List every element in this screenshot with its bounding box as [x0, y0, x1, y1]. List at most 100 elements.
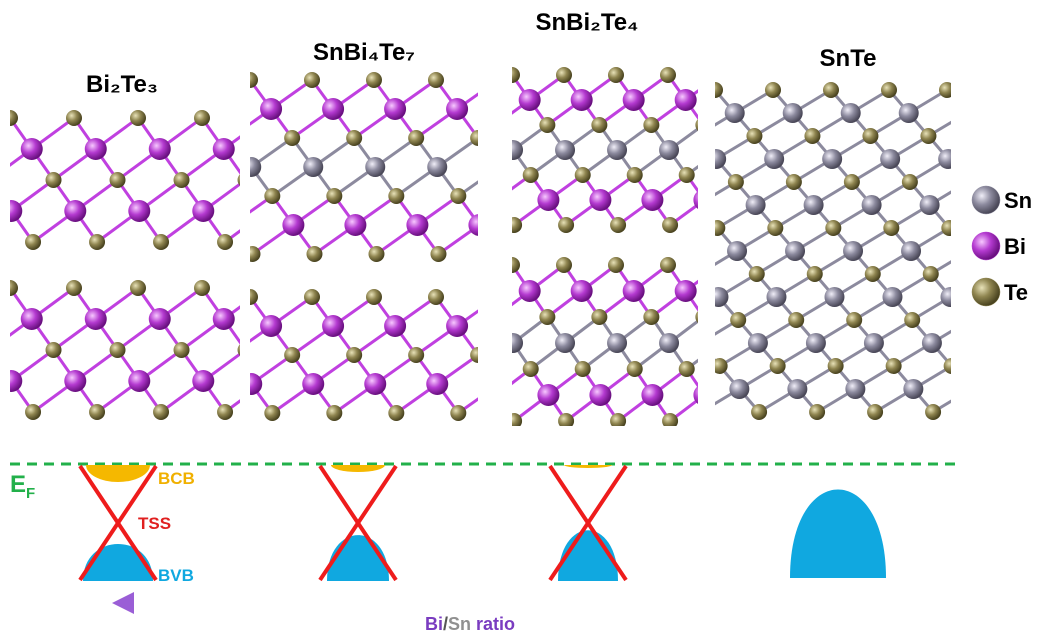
- atom: [746, 128, 763, 144]
- atom: [518, 280, 541, 302]
- atom: [920, 128, 937, 144]
- atom: [882, 287, 903, 307]
- atom: [20, 308, 43, 330]
- atom: [570, 89, 593, 111]
- atom: [589, 189, 612, 211]
- atom: [368, 246, 385, 262]
- bond: [512, 75, 513, 77]
- atom: [806, 266, 823, 282]
- atom: [996, 149, 1016, 169]
- atom: [264, 188, 281, 204]
- atom: [406, 214, 429, 236]
- atom: [304, 72, 320, 88]
- atom: [192, 200, 215, 222]
- atom: [607, 140, 628, 160]
- bond: [188, 80, 209, 109]
- bond: [188, 297, 209, 326]
- atom: [674, 89, 697, 111]
- atom: [885, 358, 902, 374]
- atom: [537, 189, 560, 211]
- atom: [748, 266, 765, 282]
- bond: [457, 180, 478, 198]
- atom: [250, 246, 261, 262]
- atom: [25, 404, 42, 420]
- atom: [488, 373, 510, 395]
- atom: [84, 138, 107, 160]
- atom: [730, 312, 747, 328]
- atom: [880, 149, 901, 169]
- atom: [66, 280, 82, 296]
- atom: [843, 174, 860, 190]
- atom: [607, 333, 628, 353]
- atom: [450, 188, 467, 204]
- atom: [250, 373, 263, 395]
- bond: [479, 369, 497, 395]
- atom: [512, 188, 528, 204]
- atom: [938, 149, 951, 169]
- atom: [622, 280, 645, 302]
- atom: [659, 140, 680, 160]
- structure-label: SnTe: [820, 45, 877, 72]
- atom: [751, 404, 768, 420]
- atom: [997, 82, 1013, 98]
- atom: [450, 405, 467, 421]
- atom: [764, 149, 785, 169]
- atom: [250, 289, 258, 305]
- legend-swatch: [971, 231, 1001, 261]
- atom: [714, 413, 730, 429]
- atom: [326, 188, 343, 204]
- atom: [691, 266, 707, 282]
- bond: [266, 288, 288, 319]
- atom: [522, 361, 539, 377]
- atom: [492, 246, 508, 262]
- bond: [476, 138, 478, 141]
- atom: [260, 315, 283, 337]
- bond: [950, 364, 951, 365]
- atom: [840, 103, 861, 123]
- atom: [10, 200, 23, 222]
- atom: [747, 333, 768, 353]
- atom: [467, 280, 489, 302]
- atom: [724, 103, 745, 123]
- conduction-band: [564, 465, 612, 468]
- atom: [804, 128, 821, 144]
- atom: [512, 217, 523, 233]
- atom: [654, 358, 670, 374]
- atom: [898, 103, 919, 123]
- bond: [479, 225, 500, 254]
- atom: [173, 342, 190, 358]
- bond: [460, 265, 478, 291]
- bond: [512, 341, 514, 346]
- atom: [512, 67, 520, 83]
- bond: [209, 326, 230, 355]
- atom: [130, 110, 146, 126]
- atom: [610, 413, 627, 426]
- legend-label: Bi: [1004, 234, 1026, 259]
- bond: [950, 366, 951, 368]
- atom: [512, 140, 524, 160]
- atom: [258, 280, 274, 296]
- atom: [128, 370, 151, 392]
- legend-label: Te: [1004, 280, 1028, 305]
- atom: [626, 167, 643, 183]
- atom: [641, 189, 664, 211]
- bond: [703, 125, 721, 150]
- atom: [512, 413, 523, 426]
- atom: [695, 119, 698, 131]
- atom: [555, 333, 576, 353]
- atom: [921, 333, 942, 353]
- atom: [574, 167, 591, 183]
- atom: [881, 82, 897, 98]
- atom: [260, 98, 283, 120]
- atom: [678, 361, 695, 377]
- atom: [522, 167, 539, 183]
- atom: [660, 67, 676, 83]
- atom: [537, 384, 560, 406]
- structure-panel: [460, 67, 730, 429]
- atom: [805, 333, 826, 353]
- atom: [468, 214, 478, 236]
- atom: [622, 89, 645, 111]
- bond: [512, 219, 516, 226]
- atom: [659, 333, 680, 353]
- atom: [827, 358, 844, 374]
